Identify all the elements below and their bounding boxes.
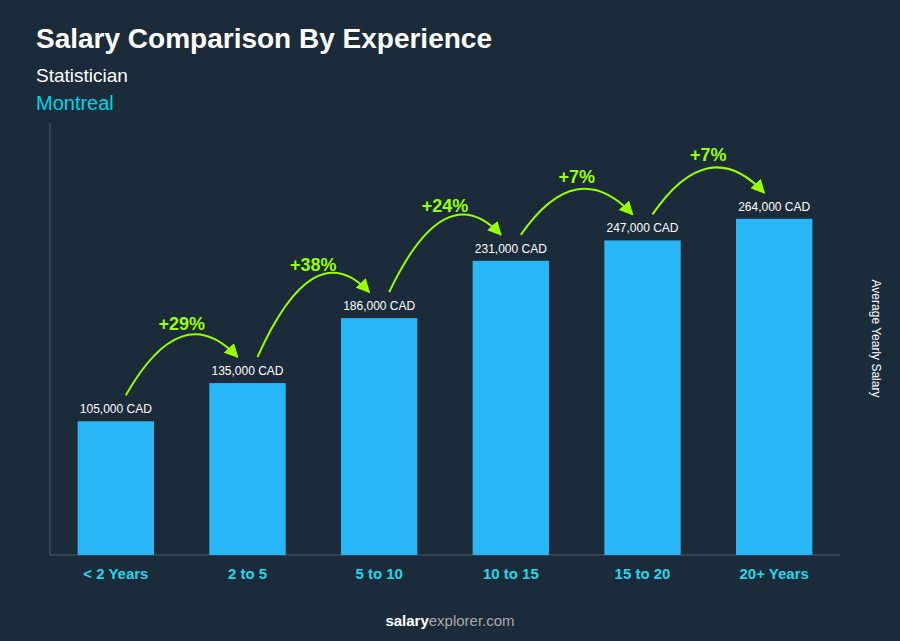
data-label: 231,000 CAD [475,242,547,256]
bar [473,261,549,555]
subtitle: Statistician [36,65,128,86]
data-label: 135,000 CAD [211,364,283,378]
bar [78,421,154,555]
arrow [389,215,501,293]
bar [604,240,680,555]
footer: salaryexplorer.com [385,612,514,629]
bar [209,383,285,555]
annotation: +38% [290,255,337,275]
x-axis [50,555,840,556]
annotation: +24% [422,196,469,216]
data-label: 247,000 CAD [606,221,678,235]
category-label: 15 to 20 [615,565,671,582]
data-label: 264,000 CAD [738,200,810,214]
footer-part: salary [385,612,429,629]
annotation: +7% [690,145,727,165]
category-label: 5 to 10 [355,565,403,582]
category-label: 20+ Years [739,565,808,582]
arrow [258,273,370,357]
chart: Salary Comparison By Experience Statistic… [0,0,900,641]
category-label: 2 to 5 [228,565,267,582]
category-label: 10 to 15 [483,565,539,582]
arrow [126,334,238,395]
data-label: 186,000 CAD [343,299,415,313]
title: Salary Comparison By Experience [36,23,492,54]
arrow [653,167,765,214]
bar [736,219,812,555]
y-axis [50,122,51,555]
subtitle: Montreal [36,92,114,114]
annotation: +29% [158,314,205,334]
bars [78,219,813,555]
background [0,0,900,641]
y-axis-label: Average Yearly Salary [869,280,883,398]
annotation: +7% [558,167,595,187]
data-label: 105,000 CAD [80,402,152,416]
bar [341,318,417,555]
arrow [521,189,633,235]
category-label: < 2 Years [83,565,148,582]
footer-part: explorer.com [429,612,515,629]
